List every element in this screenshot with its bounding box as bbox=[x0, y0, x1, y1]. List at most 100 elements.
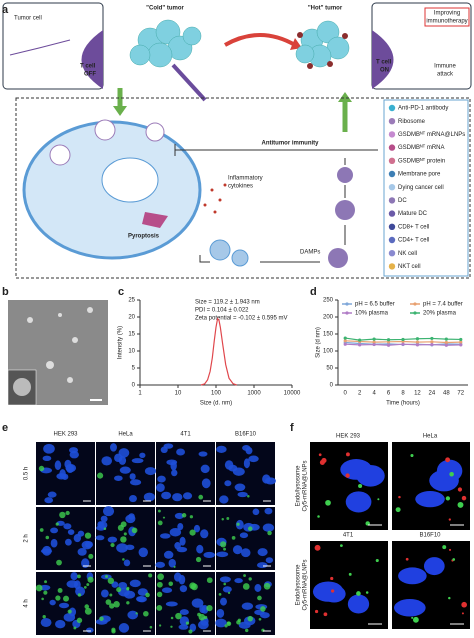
panel-letter: b bbox=[2, 286, 9, 298]
label: attack bbox=[437, 72, 454, 78]
nucleus bbox=[107, 536, 118, 543]
series-line bbox=[200, 317, 237, 386]
signal bbox=[243, 574, 246, 577]
nucleus bbox=[264, 507, 273, 515]
x-tick-label: 24 bbox=[429, 391, 436, 397]
nucleus bbox=[193, 524, 201, 533]
nucleus bbox=[44, 497, 54, 504]
nucleus bbox=[256, 562, 268, 569]
nucleus bbox=[241, 548, 251, 558]
nucleus bbox=[129, 579, 141, 588]
signal bbox=[231, 535, 236, 540]
signal bbox=[340, 544, 343, 547]
nucleus bbox=[129, 494, 137, 503]
point bbox=[444, 340, 448, 345]
nucleus bbox=[197, 620, 209, 630]
legend-icon bbox=[388, 250, 396, 257]
nucleus bbox=[63, 613, 76, 622]
nucleus bbox=[157, 475, 166, 483]
legend-icon bbox=[388, 118, 396, 125]
panel-letter: d bbox=[310, 286, 317, 298]
signal bbox=[248, 577, 252, 581]
nucleus bbox=[116, 543, 128, 553]
signal bbox=[170, 625, 173, 628]
legend-text: GSDMBᴺᵀ protein bbox=[398, 157, 445, 164]
legend-text: Dying cancer cell bbox=[398, 185, 444, 191]
nucleus bbox=[174, 542, 181, 550]
side-label: Cy5-mRNA@LNPs bbox=[303, 460, 309, 511]
nucleus bbox=[237, 491, 248, 498]
point bbox=[343, 342, 347, 346]
signal bbox=[149, 625, 153, 629]
legend-marker bbox=[345, 302, 349, 306]
nucleus bbox=[171, 469, 178, 477]
signal bbox=[157, 573, 164, 581]
nucleus bbox=[347, 594, 370, 614]
point bbox=[343, 339, 347, 343]
nucleus bbox=[219, 495, 229, 504]
signal bbox=[377, 498, 380, 501]
signal bbox=[173, 565, 176, 568]
x-tick-label: 12 bbox=[414, 391, 421, 397]
nucleus bbox=[179, 536, 186, 546]
label: "Hot" tumor bbox=[308, 6, 343, 12]
y-tick-label: 0 bbox=[132, 383, 136, 389]
signal bbox=[120, 536, 127, 543]
nucleus bbox=[234, 578, 243, 584]
legend-icon bbox=[388, 263, 396, 270]
nucleus bbox=[137, 588, 148, 596]
nucleus bbox=[40, 617, 52, 627]
signal bbox=[448, 548, 452, 551]
nucleus bbox=[50, 527, 59, 534]
signal bbox=[247, 615, 254, 622]
signal bbox=[356, 591, 361, 596]
label: Inflammatory bbox=[228, 176, 263, 182]
signal bbox=[227, 591, 231, 595]
particles bbox=[27, 307, 93, 383]
legend-icon bbox=[388, 236, 396, 244]
signal bbox=[42, 615, 46, 619]
nucleus bbox=[356, 464, 385, 487]
signal bbox=[325, 499, 331, 506]
panel-a bbox=[2, 2, 472, 279]
annotation: PDI = 0.104 ± 0.022 bbox=[195, 308, 249, 314]
nucleus bbox=[262, 523, 275, 532]
nucleus bbox=[47, 491, 57, 498]
signal bbox=[317, 515, 320, 518]
signal bbox=[83, 585, 87, 589]
syringe bbox=[171, 63, 207, 102]
dc-cells bbox=[328, 167, 355, 268]
signal bbox=[123, 532, 127, 536]
particle-zoom bbox=[13, 378, 31, 396]
column-label: 4T1 bbox=[343, 533, 354, 539]
point bbox=[430, 340, 434, 344]
nucleus bbox=[216, 608, 225, 618]
signal bbox=[236, 620, 241, 625]
legend-text: Anti-PD-1 antibody bbox=[398, 106, 448, 112]
point bbox=[444, 343, 448, 347]
nucleus bbox=[182, 492, 193, 500]
nucleus bbox=[67, 529, 75, 535]
signal bbox=[267, 530, 272, 536]
point bbox=[386, 338, 391, 342]
signal bbox=[323, 612, 328, 617]
nucleus bbox=[155, 561, 166, 568]
legend-icon bbox=[388, 144, 396, 151]
nucleus bbox=[398, 567, 427, 585]
signal bbox=[77, 574, 81, 579]
signal bbox=[198, 613, 206, 621]
signal bbox=[223, 547, 226, 551]
row-label: 4 h bbox=[24, 599, 30, 607]
label: T cell bbox=[80, 64, 96, 70]
x-axis-label: Time (hours) bbox=[386, 401, 420, 407]
nucleus bbox=[49, 599, 56, 606]
legend-marker bbox=[413, 302, 417, 306]
signal bbox=[63, 595, 70, 602]
arrow bbox=[199, 255, 210, 263]
nucleus bbox=[129, 473, 136, 480]
signal bbox=[375, 558, 379, 563]
nucleus bbox=[101, 157, 159, 203]
signal bbox=[109, 603, 115, 609]
y-axis-label: Intensity (%) bbox=[118, 326, 124, 359]
x-tick-label: 8 bbox=[401, 391, 405, 397]
